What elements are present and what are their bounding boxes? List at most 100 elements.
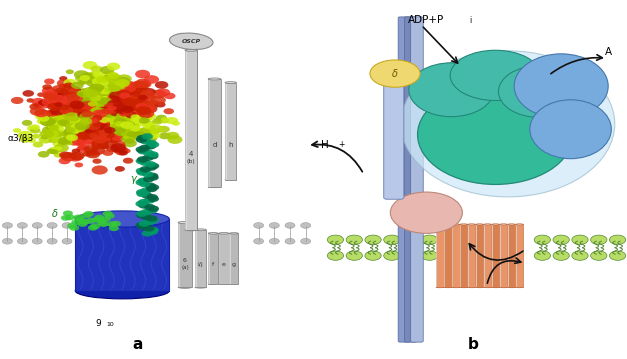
Circle shape: [34, 111, 51, 120]
Circle shape: [93, 112, 107, 120]
Ellipse shape: [436, 224, 443, 225]
Circle shape: [66, 108, 80, 116]
Text: d: d: [213, 142, 216, 148]
Circle shape: [87, 94, 101, 103]
Circle shape: [123, 139, 137, 147]
Circle shape: [76, 104, 92, 113]
Circle shape: [55, 123, 65, 128]
Circle shape: [122, 97, 137, 106]
Circle shape: [95, 120, 103, 125]
Circle shape: [65, 96, 76, 103]
Circle shape: [80, 140, 91, 146]
Circle shape: [92, 124, 100, 129]
Circle shape: [76, 134, 88, 140]
Circle shape: [91, 133, 102, 139]
Circle shape: [120, 135, 130, 141]
Circle shape: [300, 223, 311, 228]
Circle shape: [88, 124, 103, 133]
Circle shape: [90, 95, 102, 102]
Circle shape: [61, 110, 75, 118]
Circle shape: [103, 106, 118, 113]
Circle shape: [85, 102, 95, 108]
Circle shape: [139, 117, 150, 123]
Circle shape: [88, 129, 102, 136]
Circle shape: [58, 137, 71, 145]
Circle shape: [74, 93, 90, 102]
Circle shape: [83, 133, 95, 140]
Circle shape: [421, 251, 438, 260]
Circle shape: [55, 102, 63, 107]
Circle shape: [91, 113, 103, 121]
Circle shape: [136, 136, 147, 143]
Circle shape: [97, 111, 109, 118]
Circle shape: [117, 146, 129, 153]
Circle shape: [33, 141, 43, 148]
Circle shape: [76, 117, 86, 123]
Circle shape: [90, 146, 105, 155]
Circle shape: [102, 88, 111, 94]
Circle shape: [105, 98, 119, 107]
Circle shape: [92, 140, 106, 148]
Circle shape: [103, 103, 118, 111]
Circle shape: [137, 111, 147, 116]
Ellipse shape: [423, 104, 505, 158]
Text: α3/β3: α3/β3: [8, 134, 34, 143]
Text: b: b: [468, 337, 479, 352]
Circle shape: [140, 135, 149, 140]
Circle shape: [140, 187, 152, 194]
Circle shape: [144, 75, 159, 84]
Circle shape: [120, 113, 130, 119]
Text: A: A: [605, 47, 612, 57]
Circle shape: [82, 151, 91, 157]
Circle shape: [122, 126, 133, 132]
Circle shape: [131, 94, 144, 102]
Circle shape: [121, 130, 135, 138]
Circle shape: [103, 75, 113, 81]
Circle shape: [65, 141, 73, 145]
Circle shape: [166, 132, 179, 139]
Circle shape: [48, 146, 61, 154]
Circle shape: [88, 90, 103, 99]
Circle shape: [98, 96, 112, 104]
Circle shape: [100, 89, 109, 94]
Circle shape: [40, 117, 56, 126]
Circle shape: [91, 99, 107, 108]
Circle shape: [96, 100, 104, 104]
Circle shape: [93, 84, 107, 92]
Circle shape: [29, 103, 41, 110]
Ellipse shape: [208, 78, 221, 80]
Circle shape: [147, 194, 158, 200]
Circle shape: [71, 82, 84, 89]
Circle shape: [100, 116, 109, 121]
Circle shape: [70, 141, 78, 146]
Circle shape: [98, 103, 107, 108]
Ellipse shape: [476, 286, 483, 288]
Bar: [468, 224, 475, 287]
Circle shape: [47, 238, 57, 244]
Circle shape: [87, 93, 97, 98]
Circle shape: [40, 117, 56, 126]
Ellipse shape: [229, 233, 238, 234]
Circle shape: [85, 107, 95, 113]
Circle shape: [56, 113, 71, 121]
Circle shape: [39, 100, 48, 106]
Circle shape: [48, 116, 60, 123]
Circle shape: [159, 132, 171, 139]
Circle shape: [164, 93, 176, 99]
Circle shape: [115, 123, 124, 128]
Circle shape: [62, 238, 72, 244]
Circle shape: [50, 149, 58, 154]
Circle shape: [135, 120, 146, 126]
Ellipse shape: [178, 222, 192, 224]
Circle shape: [95, 117, 108, 125]
Circle shape: [81, 134, 88, 138]
Circle shape: [103, 112, 115, 119]
Circle shape: [72, 107, 83, 114]
Circle shape: [98, 96, 112, 104]
Circle shape: [138, 108, 147, 113]
Circle shape: [122, 99, 137, 108]
Circle shape: [87, 100, 103, 109]
Circle shape: [142, 96, 150, 101]
Circle shape: [93, 101, 102, 107]
Circle shape: [113, 102, 125, 109]
